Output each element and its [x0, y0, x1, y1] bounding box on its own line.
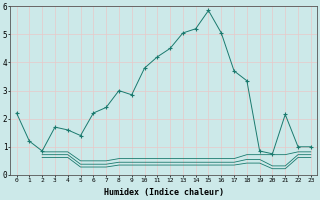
X-axis label: Humidex (Indice chaleur): Humidex (Indice chaleur)	[104, 188, 224, 197]
